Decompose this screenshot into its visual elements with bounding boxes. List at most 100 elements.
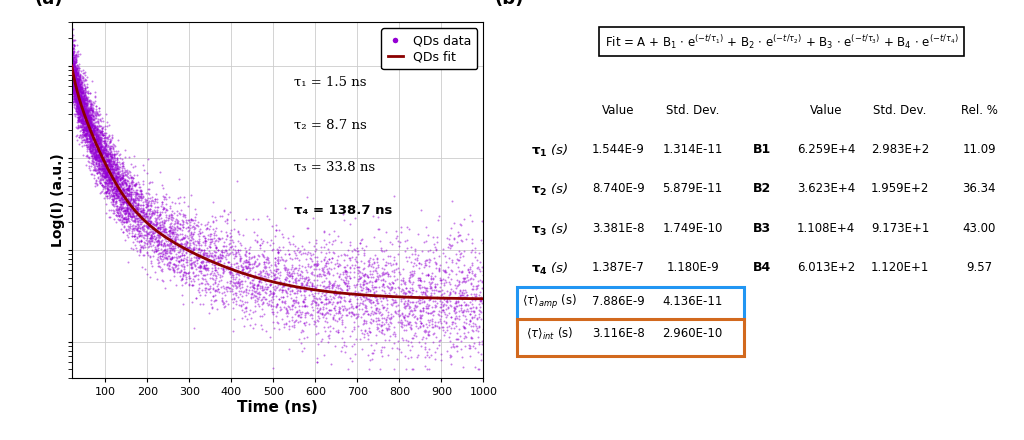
QDs data — [126, 196, 142, 203]
QDs data — [203, 239, 219, 246]
QDs data — [404, 271, 421, 278]
QDs data — [175, 301, 191, 308]
QDs data — [120, 178, 136, 185]
QDs data — [65, 62, 81, 70]
QDs data — [176, 211, 193, 218]
QDs data — [436, 282, 453, 289]
QDs data — [439, 303, 456, 310]
QDs data — [86, 165, 102, 172]
QDs data — [421, 297, 437, 304]
QDs data — [68, 81, 84, 88]
QDs data — [289, 254, 305, 261]
QDs data — [289, 285, 305, 292]
QDs data — [215, 300, 231, 307]
QDs data — [376, 265, 392, 272]
QDs data — [75, 92, 91, 99]
QDs data — [69, 92, 85, 99]
QDs data — [110, 168, 126, 175]
QDs data — [179, 224, 196, 231]
QDs data — [88, 153, 104, 160]
QDs data — [77, 107, 93, 114]
QDs data — [71, 105, 87, 112]
QDs data — [439, 298, 456, 305]
QDs data — [84, 151, 100, 158]
QDs data — [104, 165, 121, 172]
QDs data — [81, 111, 97, 118]
QDs data — [67, 59, 83, 66]
QDs data — [76, 124, 92, 131]
QDs data — [75, 115, 91, 122]
QDs data — [109, 191, 125, 198]
QDs data — [195, 233, 211, 240]
QDs data — [73, 116, 89, 123]
QDs data — [89, 136, 105, 143]
QDs data — [67, 86, 83, 93]
QDs data — [207, 266, 223, 273]
QDs data — [83, 129, 99, 136]
QDs data — [76, 100, 92, 107]
QDs data — [95, 155, 112, 162]
QDs data — [84, 122, 100, 129]
QDs data — [187, 271, 204, 279]
QDs data — [413, 288, 429, 295]
QDs data — [80, 130, 96, 137]
QDs data — [260, 272, 276, 279]
QDs data — [122, 171, 138, 178]
QDs data — [261, 242, 278, 249]
QDs data — [278, 304, 294, 311]
QDs data — [401, 274, 418, 281]
QDs data — [226, 226, 243, 233]
QDs data — [118, 197, 134, 204]
QDs data — [78, 125, 94, 132]
QDs data — [106, 181, 123, 188]
QDs data — [230, 246, 247, 253]
QDs data — [267, 254, 284, 261]
QDs data — [90, 122, 106, 129]
QDs data — [416, 327, 432, 334]
QDs data — [342, 297, 358, 304]
QDs data — [105, 153, 122, 160]
QDs data — [427, 283, 443, 290]
QDs data — [138, 237, 155, 244]
QDs data — [115, 184, 131, 191]
QDs data — [140, 199, 157, 206]
QDs data — [362, 320, 379, 327]
QDs data — [215, 265, 231, 272]
QDs data — [71, 95, 87, 102]
QDs data — [296, 274, 312, 281]
QDs data — [420, 309, 436, 316]
QDs data — [190, 255, 207, 262]
QDs data — [146, 198, 163, 205]
QDs data — [153, 264, 169, 271]
QDs data — [150, 245, 166, 252]
QDs data — [132, 224, 148, 231]
QDs data — [229, 177, 246, 184]
QDs data — [166, 261, 182, 268]
QDs data — [439, 244, 456, 251]
QDs data — [73, 101, 89, 108]
QDs data — [109, 177, 125, 184]
QDs data — [71, 65, 87, 72]
QDs data — [93, 159, 110, 166]
QDs data — [123, 185, 139, 192]
QDs data — [342, 264, 358, 271]
QDs data — [276, 321, 293, 328]
QDs data — [150, 253, 166, 260]
QDs data — [185, 246, 202, 253]
QDs data — [162, 229, 178, 236]
QDs data — [81, 117, 97, 125]
QDs data — [90, 161, 106, 168]
QDs data — [162, 247, 178, 254]
QDs data — [133, 193, 150, 200]
QDs data — [83, 132, 99, 139]
QDs data — [108, 180, 124, 187]
QDs data — [66, 71, 82, 78]
QDs data — [70, 93, 86, 100]
QDs data — [69, 95, 85, 103]
QDs data — [166, 260, 182, 268]
QDs data — [80, 139, 96, 146]
QDs data — [303, 290, 319, 297]
QDs data — [89, 154, 105, 161]
QDs data — [216, 304, 232, 311]
QDs data — [72, 113, 88, 120]
